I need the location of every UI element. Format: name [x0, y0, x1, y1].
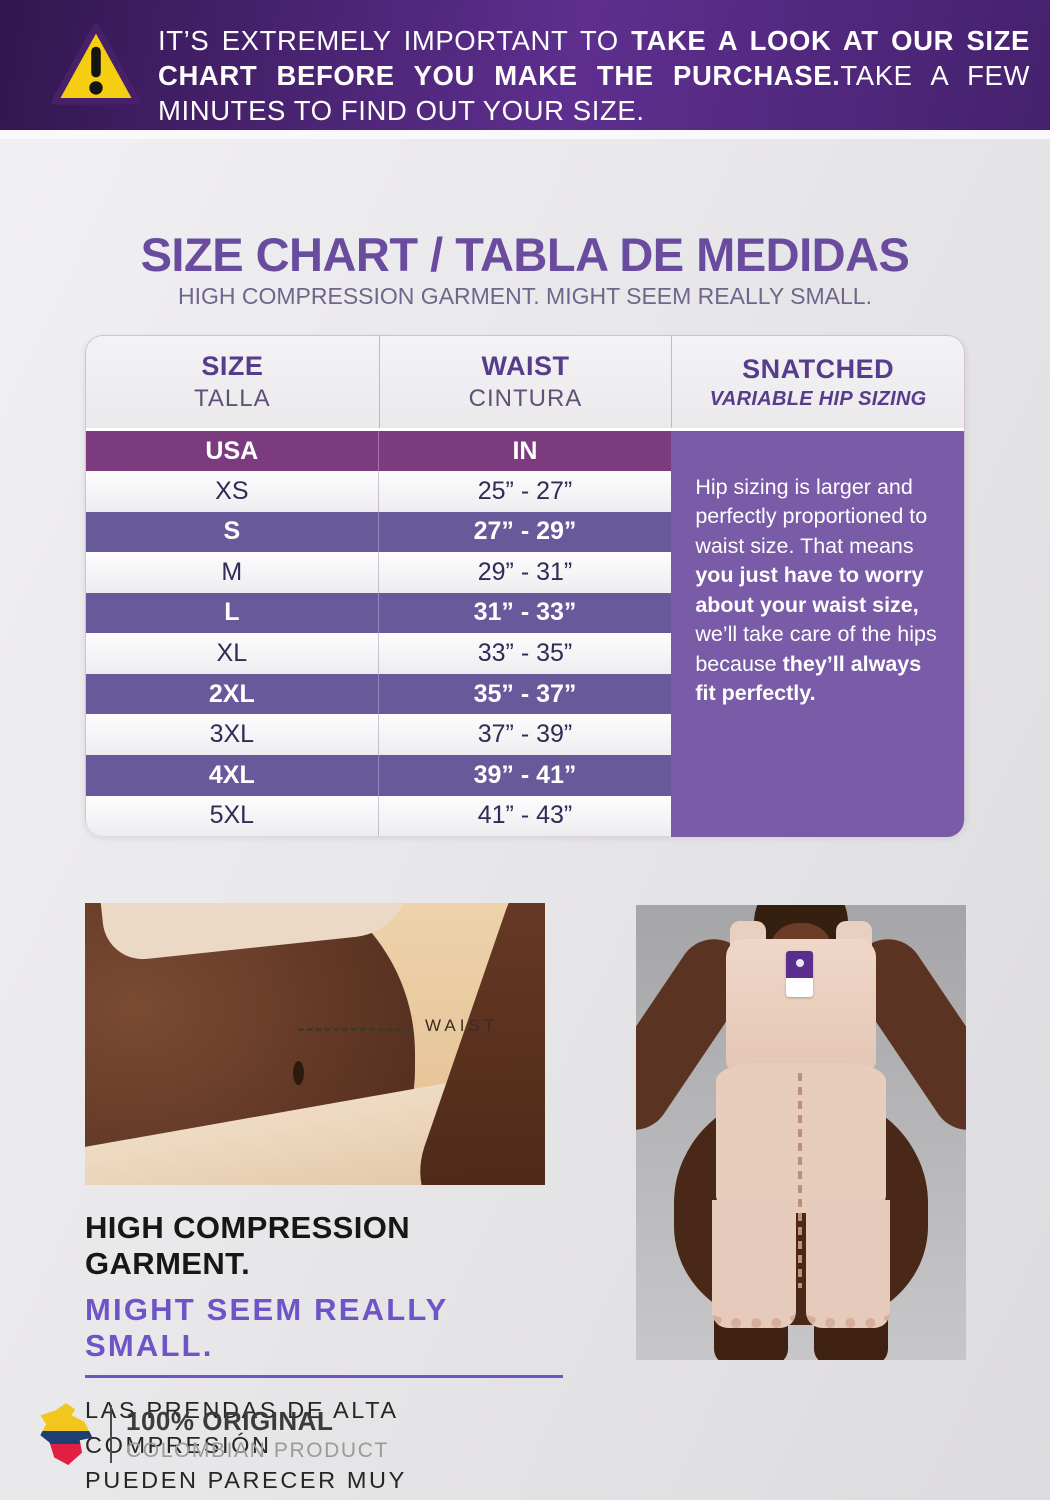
waist-value: 29” - 31”: [477, 557, 573, 586]
compression-note-line1: HIGH COMPRESSION GARMENT.: [85, 1210, 411, 1281]
waist-value: 25” - 27”: [477, 476, 573, 505]
footer-divider: [110, 1405, 112, 1463]
warning-text-normal-2: TAKE A FEW MINUTES TO FIND OUT YOUR SIZE…: [158, 60, 1031, 127]
size-value: S: [86, 511, 379, 553]
garment-right-leg: [806, 1200, 890, 1328]
table-row-units: USA IN: [86, 431, 672, 471]
column-header-waist: WAIST CINTURA: [378, 336, 672, 428]
hip-note-normal-2: we’ll take care of the hips because: [695, 622, 937, 676]
waist-photo: WAIST: [85, 903, 545, 1185]
size-value: 2XL: [86, 673, 379, 715]
compression-note-line4: PUEDEN PARECER MUY PEQUEÑAS.: [85, 1466, 407, 1493]
waist-value: 39” - 41”: [473, 760, 577, 789]
colombia-map-icon: [40, 1403, 93, 1465]
table-row-s: S 27” - 29”: [86, 511, 672, 553]
hip-note-bold-2: they’ll always fit perfectly.: [695, 651, 922, 706]
page-title: SIZE CHART / TABLA DE MEDIDAS: [140, 228, 910, 281]
origin-text: 100% ORIGINAL COLOMBIAN PRODUCT: [126, 1406, 389, 1463]
size-value: XS: [86, 471, 379, 512]
size-value: L: [86, 592, 379, 634]
waist-value: 37” - 39”: [477, 720, 573, 749]
waist-label-es: CINTURA: [468, 385, 583, 412]
waist-value: 33” - 35”: [477, 639, 573, 668]
compression-note-spanish: LAS PRENDAS DE ALTA COMPRESIÓN PUEDEN PA…: [85, 1393, 563, 1500]
waist-value: 35” - 37”: [473, 679, 577, 708]
size-label-es: TALLA: [194, 385, 271, 412]
unit-waist: IN: [512, 436, 538, 465]
table-row-5xl: 5XL 41” - 43”: [86, 795, 672, 837]
compression-note-line3: LAS PRENDAS DE ALTA COMPRESIÓN: [85, 1397, 398, 1458]
navel-illustration: [293, 1061, 304, 1085]
size-label-en: SIZE: [201, 351, 264, 381]
product-photo: [636, 905, 966, 1360]
size-table: SIZE TALLA WAIST CINTURA SNATCHED VARIAB…: [85, 335, 965, 837]
waist-value: 27” - 29”: [473, 517, 577, 546]
table-row-2xl: 2XL 35” - 37”: [86, 673, 672, 715]
garment-hook-closure: [798, 1073, 802, 1288]
origin-line1: 100% ORIGINAL: [126, 1405, 334, 1436]
column-header-snatched: SNATCHED VARIABLE HIP SIZING: [671, 336, 964, 428]
waist-label: WAIST: [425, 1016, 499, 1035]
warning-text-bold: TAKE A LOOK AT OUR SIZE CHART BEFORE YOU…: [158, 25, 1030, 92]
waist-label-en: WAIST: [481, 351, 570, 381]
size-value: M: [86, 552, 379, 593]
origin-line2: COLOMBIAN PRODUCT: [126, 1438, 389, 1462]
garment-price-tag: [786, 951, 813, 997]
garment-left-leg: [712, 1200, 796, 1328]
hip-note-normal: Hip sizing is larger and perfectly propo…: [695, 475, 928, 558]
banner-divider: [0, 130, 1050, 139]
size-value: 3XL: [86, 714, 379, 755]
warning-text-normal: IT’S EXTREMELY IMPORTANT TO: [158, 25, 632, 56]
column-header-size: SIZE TALLA: [86, 336, 379, 428]
size-table-header: SIZE TALLA WAIST CINTURA SNATCHED VARIAB…: [86, 336, 964, 431]
unit-size: USA: [86, 431, 379, 471]
hip-sizing-note: Hip sizing is larger and perfectly propo…: [671, 431, 964, 837]
table-row-xs: XS 25” - 27”: [86, 471, 672, 512]
table-row-xl: XL 33” - 35”: [86, 633, 672, 674]
hip-note-bold: you just have to worry about your waist …: [695, 563, 924, 617]
waist-value: 41” - 43”: [477, 801, 573, 830]
table-row-m: M 29” - 31”: [86, 552, 672, 593]
warning-text: IT’S EXTREMELY IMPORTANT TO TAKE A LOOK …: [158, 23, 1030, 129]
warning-triangle-icon: [51, 23, 141, 105]
waist-dotted-line: [298, 1028, 410, 1031]
size-value: 4XL: [86, 754, 379, 796]
table-row-4xl: 4XL 39” - 41”: [86, 754, 672, 796]
size-value: XL: [86, 633, 379, 674]
page-subtitle: HIGH COMPRESSION GARMENT. MIGHT SEEM REA…: [178, 283, 872, 309]
warning-banner: IT’S EXTREMELY IMPORTANT TO TAKE A LOOK …: [0, 0, 1050, 130]
table-row-3xl: 3XL 37” - 39”: [86, 714, 672, 755]
snatched-label: SNATCHED: [742, 353, 895, 384]
purple-divider: [85, 1375, 563, 1378]
variable-hip-sizing-label: VARIABLE HIP SIZING: [709, 387, 927, 410]
size-table-body: USA IN XS 25” - 27” S 27” - 29” M 29” - …: [86, 431, 672, 837]
waist-value: 31” - 33”: [473, 598, 577, 627]
origin-badge: 100% ORIGINAL COLOMBIAN PRODUCT: [38, 1403, 389, 1465]
table-row-l: L 31” - 33”: [86, 592, 672, 634]
size-value: 5XL: [86, 795, 379, 837]
compression-note: HIGH COMPRESSION GARMENT. MIGHT SEEM REA…: [85, 1210, 563, 1500]
compression-note-line2: MIGHT SEEM REALLY SMALL.: [85, 1292, 448, 1363]
